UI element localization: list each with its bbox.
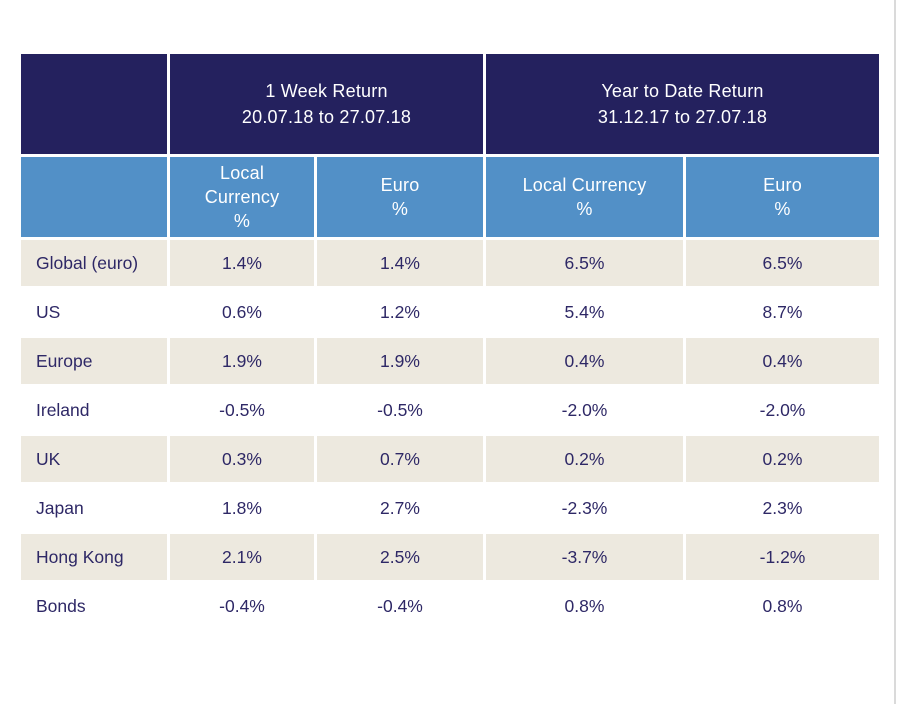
row-us-week-local: 0.6% <box>170 289 314 335</box>
week-return-title: 1 Week Return <box>265 81 388 101</box>
row-japan-ytd-local: -2.3% <box>486 485 683 531</box>
row-us-label: US <box>21 289 167 335</box>
row-us-ytd-euro: 8.7% <box>686 289 879 335</box>
row-global-week-euro: 1.4% <box>317 240 483 286</box>
subheader-corner-cell <box>21 157 167 237</box>
row-europe-ytd-local: 0.4% <box>486 338 683 384</box>
row-uk-ytd-local: 0.2% <box>486 436 683 482</box>
ytd-return-group-header: Year to Date Return 31.12.17 to 27.07.18 <box>486 54 879 154</box>
row-global-ytd-euro: 6.5% <box>686 240 879 286</box>
week-return-dates: 20.07.18 to 27.07.18 <box>241 107 412 127</box>
row-us-week-euro: 1.2% <box>317 289 483 335</box>
row-hongkong-label: Hong Kong <box>21 534 167 580</box>
row-hongkong-week-euro: 2.5% <box>317 534 483 580</box>
row-europe-label: Europe <box>21 338 167 384</box>
row-europe-week-euro: 1.9% <box>317 338 483 384</box>
row-uk-week-euro: 0.7% <box>317 436 483 482</box>
row-bonds-ytd-euro: 0.8% <box>686 583 879 629</box>
ytd-return-dates: 31.12.17 to 27.07.18 <box>597 107 768 127</box>
row-bonds-week-euro: -0.4% <box>317 583 483 629</box>
subheader-week-local-currency: Local Currency % <box>170 157 314 237</box>
row-hongkong-ytd-euro: -1.2% <box>686 534 879 580</box>
row-ireland-week-local: -0.5% <box>170 387 314 433</box>
header-corner-cell <box>21 54 167 154</box>
row-global-week-local: 1.4% <box>170 240 314 286</box>
row-japan-week-local: 1.8% <box>170 485 314 531</box>
row-europe-ytd-euro: 0.4% <box>686 338 879 384</box>
row-global-ytd-local: 6.5% <box>486 240 683 286</box>
row-us-ytd-local: 5.4% <box>486 289 683 335</box>
row-uk-ytd-euro: 0.2% <box>686 436 879 482</box>
row-japan-label: Japan <box>21 485 167 531</box>
row-global-label: Global (euro) <box>21 240 167 286</box>
page-edge-line <box>894 0 896 704</box>
row-hongkong-week-local: 2.1% <box>170 534 314 580</box>
row-japan-ytd-euro: 2.3% <box>686 485 879 531</box>
row-bonds-ytd-local: 0.8% <box>486 583 683 629</box>
row-hongkong-ytd-local: -3.7% <box>486 534 683 580</box>
row-ireland-ytd-local: -2.0% <box>486 387 683 433</box>
row-ireland-week-euro: -0.5% <box>317 387 483 433</box>
subheader-ytd-euro: Euro % <box>686 157 879 237</box>
subheader-ytd-local-currency: Local Currency % <box>486 157 683 237</box>
row-uk-label: UK <box>21 436 167 482</box>
subheader-week-euro: Euro % <box>317 157 483 237</box>
row-ireland-ytd-euro: -2.0% <box>686 387 879 433</box>
returns-table: 1 Week Return 20.07.18 to 27.07.18 Year … <box>21 54 879 629</box>
row-ireland-label: Ireland <box>21 387 167 433</box>
row-europe-week-local: 1.9% <box>170 338 314 384</box>
week-return-group-header: 1 Week Return 20.07.18 to 27.07.18 <box>170 54 483 154</box>
row-japan-week-euro: 2.7% <box>317 485 483 531</box>
row-bonds-week-local: -0.4% <box>170 583 314 629</box>
ytd-return-title: Year to Date Return <box>601 81 764 101</box>
row-bonds-label: Bonds <box>21 583 167 629</box>
row-uk-week-local: 0.3% <box>170 436 314 482</box>
